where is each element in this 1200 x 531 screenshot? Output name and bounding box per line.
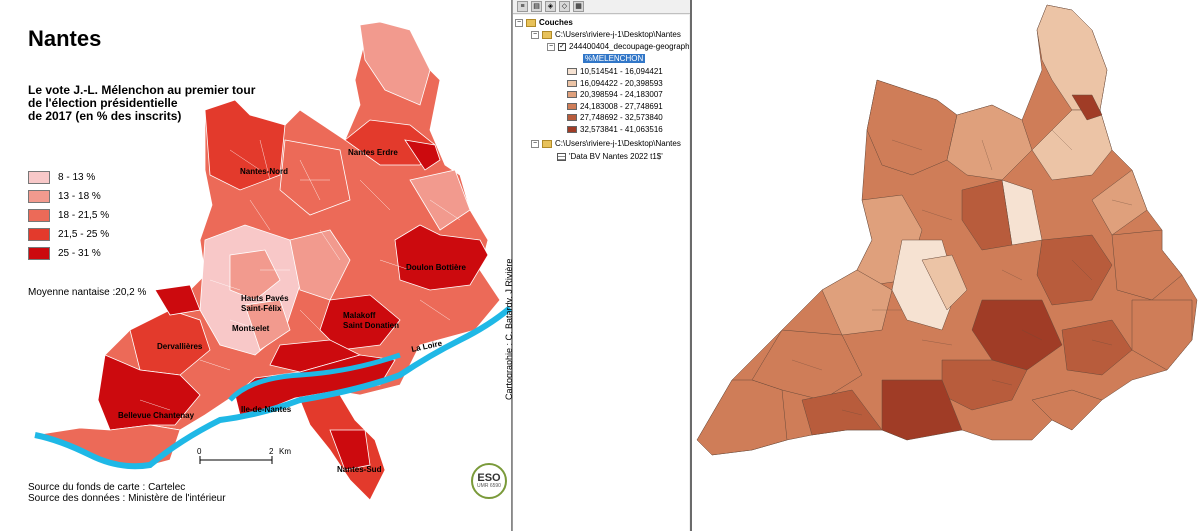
table-of-contents: ≡ ▤ ◈ ◇ ▦ − Couches − C:\Users\riviere-j… <box>512 0 692 531</box>
sources: Source du fonds de carte : Cartelec Sour… <box>28 482 226 504</box>
subtitle-line-2: de l'élection présidentielle <box>28 96 178 110</box>
list-by-selection-icon[interactable]: ◇ <box>559 1 570 12</box>
nantes-2017-map: Nantes Erdre Nantes-Nord Doulon Bottière… <box>33 21 512 501</box>
layer-label: 244400404_decoupage-geograph <box>569 42 689 51</box>
label-malakoff: Malakoff <box>343 311 376 320</box>
city-outline <box>33 21 501 501</box>
tree-root[interactable]: − Couches <box>515 17 573 28</box>
path-label: C:\Users\riviere-j-1\Desktop\Nantes <box>555 30 681 39</box>
legend-swatch <box>28 190 50 203</box>
map-title: Nantes <box>28 26 102 51</box>
toc-class-row[interactable]: 32,573841 - 41,063516 <box>567 124 663 135</box>
toc-class-row[interactable]: 20,398594 - 24,183007 <box>567 89 663 100</box>
layer-tree: − Couches − C:\Users\riviere-j-1\Desktop… <box>513 15 689 531</box>
list-by-source-icon[interactable]: ▤ <box>531 1 542 12</box>
legend-row: 18 - 21,5 % <box>28 206 109 225</box>
left-map-panel: Nantes Erdre Nantes-Nord Doulon Bottière… <box>0 0 514 531</box>
legend-label: 21,5 - 25 % <box>58 229 110 240</box>
class-label: 27,748692 - 32,573840 <box>580 113 663 122</box>
field-label: %MELENCHON <box>583 54 646 63</box>
source-basemap: Source du fonds de carte : Cartelec <box>28 482 186 493</box>
label-nantes-erdre: Nantes Erdre <box>348 148 398 157</box>
label-nantes-nord: Nantes-Nord <box>240 167 288 176</box>
scale-unit: Km <box>279 447 291 456</box>
loire-river <box>34 305 512 470</box>
legend-swatch <box>28 171 50 184</box>
legend: 8 - 13 % 13 - 18 % 18 - 21,5 % 21,5 - 25 % 2… <box>28 168 109 263</box>
class-label: 20,398594 - 24,183007 <box>580 90 663 99</box>
legend-label: 13 - 18 % <box>58 191 101 202</box>
tree-table[interactable]: 'Data BV Nantes 2022 t1$' <box>557 151 663 162</box>
legend-row: 21,5 - 25 % <box>28 225 109 244</box>
scale-two: 2 <box>269 447 274 456</box>
loire-arm <box>228 352 401 402</box>
legend-label: 8 - 13 % <box>58 172 96 183</box>
right-map-panel <box>692 0 1200 531</box>
map-subtitle: Le vote J.-L. Mélenchon au premier tour … <box>28 84 258 123</box>
label-montselet: Montselet <box>232 324 270 333</box>
tree-path-2[interactable]: − C:\Users\riviere-j-1\Desktop\Nantes <box>531 138 681 149</box>
label-saint-felix: Saint-Félix <box>241 304 282 313</box>
logo-text: ESO <box>477 472 501 484</box>
class-label: 32,573841 - 41,063516 <box>580 124 663 134</box>
scale-bar: 0 2 Km <box>197 447 291 464</box>
toc-class-row[interactable]: 24,183008 - 27,748691 <box>567 101 663 112</box>
legend-label: 18 - 21,5 % <box>58 210 110 221</box>
table-label: 'Data BV Nantes 2022 t1$' <box>569 152 663 161</box>
options-icon[interactable]: ▦ <box>573 1 584 12</box>
table-icon <box>557 152 566 161</box>
toc-toolbar: ≡ ▤ ◈ ◇ ▦ <box>513 0 690 14</box>
legend-label: 25 - 31 % <box>58 248 101 259</box>
legend-swatch <box>28 247 50 260</box>
legend-row: 13 - 18 % <box>28 187 109 206</box>
label-dervallieres: Dervallières <box>157 342 203 351</box>
average-text: Moyenne nantaise :20,2 % <box>28 287 147 298</box>
subtitle-line-1: Le vote J.-L. Mélenchon au premier tour <box>28 83 256 97</box>
toc-class-row[interactable]: 27,748692 - 32,573840 <box>567 112 663 123</box>
label-ile-de-nantes: Ile-de-Nantes <box>241 405 292 414</box>
logo-subtext: UMR 6590 <box>477 483 501 489</box>
class-swatch <box>567 125 577 133</box>
label-doulon: Doulon Bottière <box>406 263 467 272</box>
collapse-icon[interactable]: − <box>515 18 523 27</box>
legend-swatch <box>28 209 50 222</box>
class-swatch <box>567 79 577 87</box>
class-swatch <box>567 68 577 75</box>
label-bellevue: Bellevue Chantenay <box>118 411 195 420</box>
class-label: 24,183008 - 27,748691 <box>580 101 663 111</box>
district-lines <box>139 139 461 411</box>
list-by-visibility-icon[interactable]: ◈ <box>545 1 556 12</box>
legend-row: 8 - 13 % <box>28 168 109 187</box>
source-data: Source des données : Ministère de l'inté… <box>28 493 226 504</box>
scale-zero: 0 <box>197 447 202 456</box>
class-swatch <box>567 114 577 121</box>
collapse-icon[interactable]: − <box>547 42 555 51</box>
subtitle-line-3: de 2017 (en % des inscrits) <box>28 109 182 123</box>
layers-icon <box>526 18 536 27</box>
tree-field[interactable]: %MELENCHON <box>583 53 646 64</box>
layer-checkbox[interactable]: ✓ <box>558 42 566 51</box>
list-by-drawing-order-icon[interactable]: ≡ <box>517 1 528 12</box>
label-nantes-sud: Nantes-Sud <box>337 465 382 474</box>
legend-swatch <box>28 228 50 241</box>
class-swatch <box>567 91 577 98</box>
collapse-icon[interactable]: − <box>531 139 539 148</box>
root-label: Couches <box>539 18 573 27</box>
toc-class-row[interactable]: 16,094422 - 20,398593 <box>567 78 663 89</box>
tree-layer[interactable]: − ✓ 244400404_decoupage-geograph <box>547 41 689 52</box>
label-saint-donatien: Saint Donatien <box>343 321 399 330</box>
eso-logo: ESO UMR 6590 <box>471 463 507 499</box>
class-swatch <box>567 102 577 110</box>
tree-path-1[interactable]: − C:\Users\riviere-j-1\Desktop\Nantes <box>531 29 681 40</box>
class-label: 10,514541 - 16,094421 <box>580 67 663 76</box>
class-label: 16,094422 - 20,398593 <box>580 78 663 88</box>
label-hauts-paves: Hauts Pavés <box>241 294 289 303</box>
nantes-2022-map <box>696 4 1198 456</box>
legend-row: 25 - 31 % <box>28 244 109 263</box>
folder-icon <box>542 139 552 148</box>
folder-icon <box>542 30 552 39</box>
toc-class-row[interactable]: 10,514541 - 16,094421 <box>567 66 663 77</box>
collapse-icon[interactable]: − <box>531 30 539 39</box>
path-label: C:\Users\riviere-j-1\Desktop\Nantes <box>555 139 681 148</box>
